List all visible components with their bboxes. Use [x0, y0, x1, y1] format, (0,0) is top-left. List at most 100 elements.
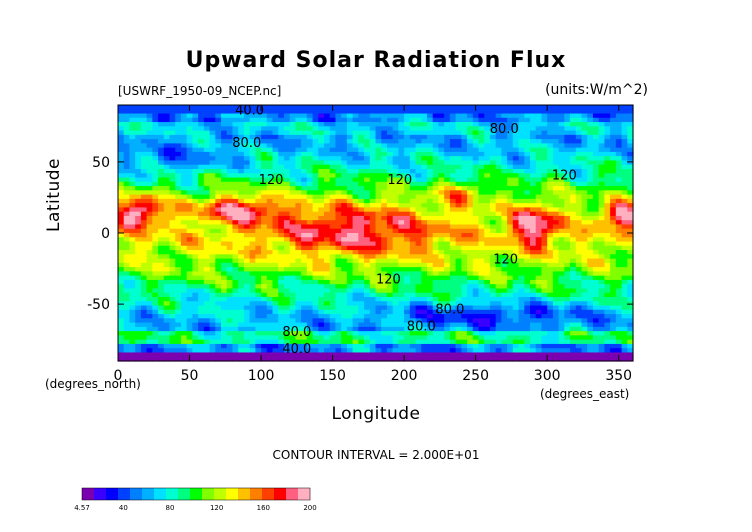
field-cell: [146, 164, 153, 170]
field-cell: [318, 113, 325, 119]
field-cell: [369, 224, 377, 230]
field-cell: [570, 117, 577, 123]
field-cell: [232, 279, 239, 285]
field-cell: [438, 237, 445, 243]
field-cell: [381, 147, 388, 153]
field-cell: [192, 117, 199, 123]
field-cell: [598, 275, 605, 281]
field-cell: [198, 147, 205, 153]
field-cell: [564, 147, 571, 153]
field-cell: [535, 211, 543, 217]
field-cell: [249, 156, 256, 162]
field-cell: [518, 267, 525, 272]
field-cell: [495, 147, 502, 153]
field-cell: [221, 279, 228, 285]
field-cell: [306, 211, 314, 217]
field-cell: [158, 134, 165, 140]
field-cell: [592, 169, 600, 174]
field-cell: [392, 164, 399, 170]
field-cell: [152, 147, 159, 153]
field-cell: [352, 211, 359, 217]
field-cell: [341, 322, 348, 328]
field-cell: [232, 314, 239, 319]
field-cell: [324, 203, 331, 208]
field-cell: [329, 181, 337, 187]
field-cell: [615, 322, 623, 328]
field-cell: [552, 169, 560, 174]
field-cell: [352, 254, 359, 260]
field-cell: [449, 160, 457, 166]
field-cell: [261, 262, 268, 268]
field-cell: [215, 164, 222, 170]
field-cell: [312, 105, 319, 110]
field-cell: [221, 241, 228, 247]
field-cell: [530, 211, 537, 217]
field-cell: [484, 279, 491, 285]
field-cell: [558, 262, 565, 268]
field-cell: [329, 297, 337, 302]
field-cell: [266, 331, 274, 336]
field-cell: [301, 220, 308, 226]
field-cell: [610, 301, 617, 307]
field-cell: [409, 169, 417, 174]
field-cell: [627, 173, 634, 179]
field-cell: [203, 173, 211, 179]
field-cell: [232, 309, 239, 315]
field-cell: [541, 233, 548, 238]
field-cell: [409, 211, 417, 217]
field-cell: [243, 288, 251, 294]
field-cell: [472, 169, 480, 174]
field-cell: [118, 275, 125, 281]
field-cell: [369, 190, 377, 196]
field-cell: [518, 211, 525, 217]
field-cell: [140, 241, 148, 247]
field-cell: [283, 109, 291, 115]
field-cell: [478, 258, 485, 264]
field-cell: [135, 160, 142, 166]
field-cell: [455, 233, 462, 238]
field-cell: [295, 147, 302, 153]
field-cell: [587, 126, 594, 132]
field-cell: [118, 156, 125, 162]
field-cell: [512, 292, 520, 298]
field-cell: [467, 288, 474, 294]
field-cell: [398, 284, 405, 290]
field-cell: [146, 331, 153, 336]
field-cell: [123, 139, 131, 144]
field-cell: [610, 284, 617, 290]
field-cell: [266, 151, 274, 157]
field-cell: [186, 130, 193, 136]
field-cell: [346, 305, 354, 311]
field-cell: [547, 151, 554, 157]
field-cell: [203, 301, 211, 307]
field-cell: [158, 262, 165, 268]
field-cell: [221, 271, 228, 277]
field-cell: [375, 331, 382, 336]
field-cell: [364, 228, 371, 234]
field-cell: [438, 224, 445, 230]
field-cell: [329, 173, 337, 179]
field-cell: [243, 151, 251, 157]
field-cell: [289, 164, 296, 170]
field-cell: [295, 292, 302, 298]
field-cell: [278, 122, 285, 127]
field-cell: [610, 271, 617, 277]
field-cell: [318, 203, 325, 208]
field-cell: [444, 314, 451, 319]
field-cell: [375, 271, 382, 277]
field-cell: [186, 181, 193, 187]
field-cell: [175, 305, 182, 311]
field-cell: [192, 326, 199, 332]
field-cell: [226, 262, 234, 268]
field-cell: [592, 241, 600, 247]
field-cell: [409, 156, 417, 162]
field-cell: [575, 326, 583, 332]
field-cell: [118, 134, 125, 140]
field-cell: [627, 113, 634, 119]
field-cell: [289, 292, 296, 298]
field-cell: [461, 134, 468, 140]
field-cell: [615, 258, 623, 264]
field-cell: [295, 160, 302, 166]
field-cell: [358, 130, 365, 136]
field-cell: [575, 220, 583, 226]
